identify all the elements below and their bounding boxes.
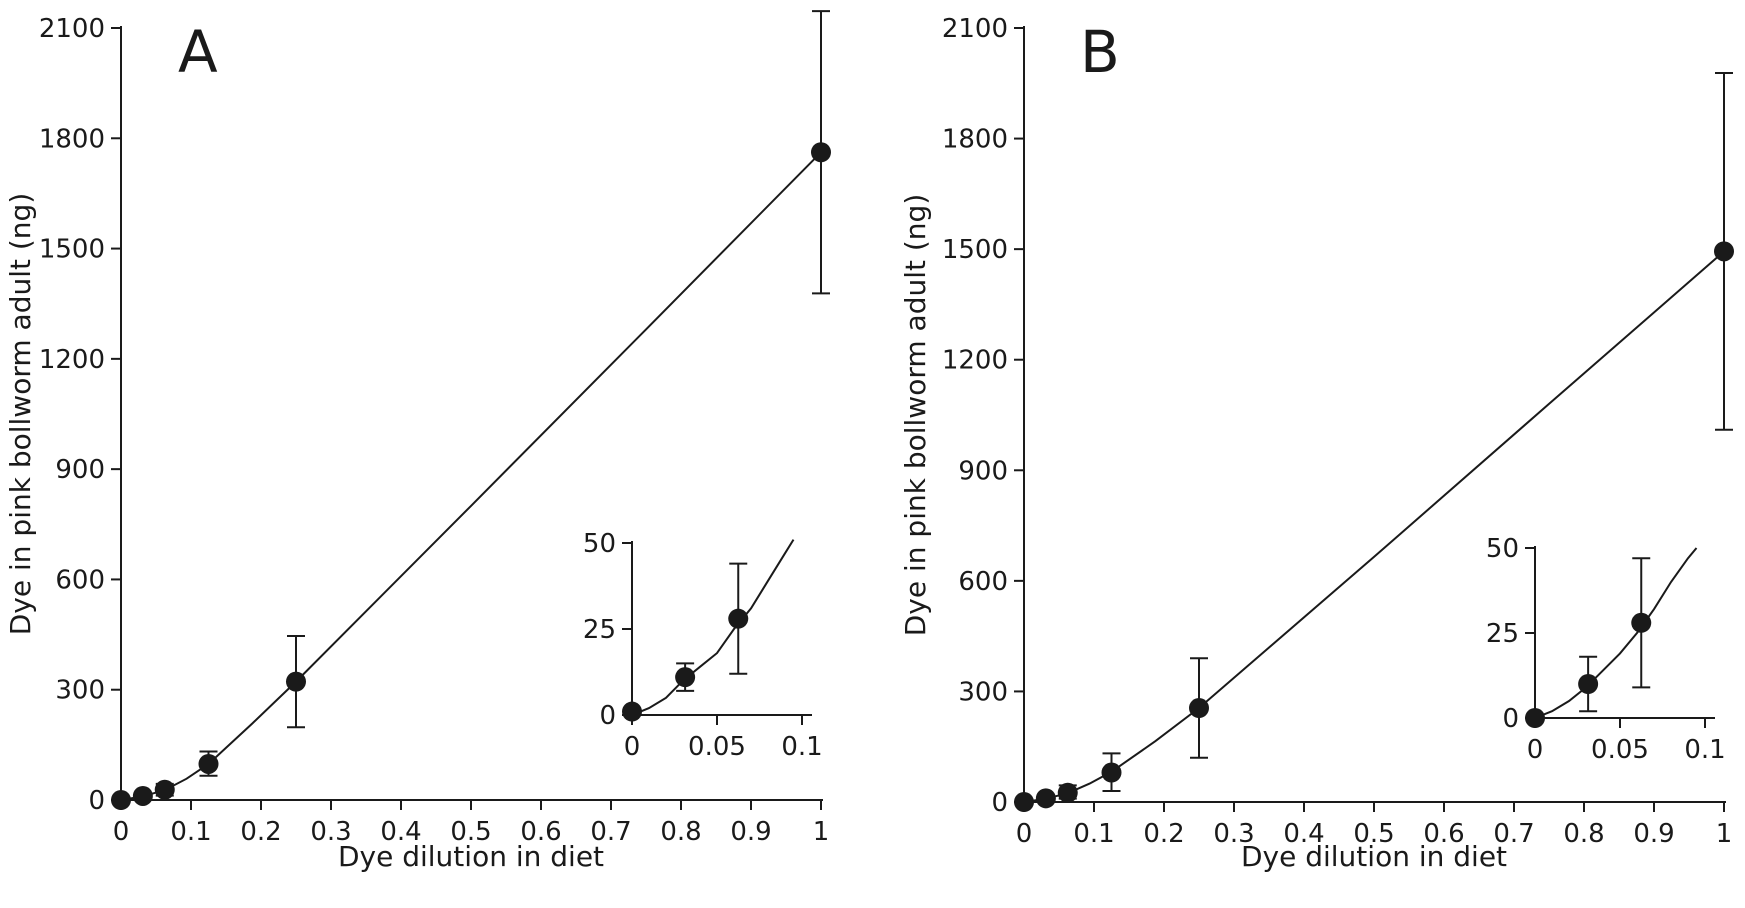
panel-label: A — [178, 18, 218, 86]
main-data-point — [1035, 788, 1056, 809]
main-x-tick-label: 0 — [113, 817, 130, 847]
main-x-tick-label: 0.1 — [170, 817, 211, 847]
inset-data-point — [675, 667, 696, 688]
main-y-tick-label: 1200 — [39, 345, 105, 375]
main-y-tick-label: 1500 — [39, 235, 105, 265]
main-data-point — [1714, 241, 1734, 262]
main-x-tick-label: 0.6 — [1423, 819, 1464, 849]
main-y-tick-label: 2100 — [942, 14, 1008, 44]
x-axis-title: Dye dilution in diet — [1241, 840, 1507, 873]
main-fit-line — [1023, 250, 1725, 803]
inset-y-tick-label: 50 — [1486, 534, 1519, 564]
inset-x-tick-label: 0 — [1527, 735, 1544, 765]
main-data-point — [1057, 782, 1078, 803]
inset-data-point — [622, 701, 642, 722]
main-x-tick-label: 0.5 — [1353, 819, 1394, 849]
main-x-tick-label: 0.2 — [240, 817, 281, 847]
main-y-tick-label: 0 — [88, 786, 105, 816]
inset-x-tick-label: 0.05 — [688, 732, 746, 762]
main-x-tick-label: 0.7 — [1493, 819, 1534, 849]
inset-x-tick-label: 0.1 — [1684, 735, 1725, 765]
inset-fit-line — [1534, 547, 1698, 719]
chart-panel-b: 0 0.1 0.2 0.3 0.4 0.5 0.6 0.7 0.8 0.9 1 0 300 600 900 1… — [899, 14, 1734, 873]
main-x-tick-label: 0.3 — [310, 817, 351, 847]
main-data-point — [1101, 762, 1122, 783]
inset-chart: 0 0.05 0.1 0 25 50 — [1486, 534, 1726, 765]
main-data-point — [111, 790, 131, 810]
inset-x-tick-label: 0.1 — [781, 732, 822, 762]
inset-y-tick-label: 0 — [1502, 704, 1519, 734]
main-x-tick-label: 0.5 — [450, 817, 491, 847]
main-x-tick-label: 0.8 — [1563, 819, 1604, 849]
chart-panel-a: 0 0.1 0.2 0.3 0.4 0.5 0.6 0.7 0.8 0.9 1 0 300 600 900 1… — [4, 10, 831, 873]
inset-fit-line — [631, 539, 795, 716]
main-y-tick-label: 1500 — [942, 235, 1008, 265]
inset-data-point — [728, 608, 749, 629]
panel-label: B — [1080, 18, 1120, 86]
inset-y-tick-label: 50 — [583, 529, 616, 559]
main-x-tick-label: 0.1 — [1073, 819, 1114, 849]
main-x-tick-label: 0.9 — [1633, 819, 1674, 849]
main-y-tick-label: 900 — [55, 455, 105, 485]
main-x-tick-label: 0.3 — [1213, 819, 1254, 849]
main-data-point — [154, 779, 175, 800]
inset-y-tick-label: 25 — [583, 615, 616, 645]
main-x-tick-label: 0.9 — [730, 817, 771, 847]
inset-data-point — [1578, 674, 1599, 694]
main-data-point — [132, 785, 153, 806]
main-y-tick-label: 600 — [55, 565, 105, 595]
main-x-tick-label: 0.8 — [660, 817, 701, 847]
main-y-tick-label: 1800 — [39, 124, 105, 154]
x-axis-title: Dye dilution in diet — [338, 840, 604, 873]
main-data-point — [286, 671, 306, 692]
main-data-point — [1189, 698, 1209, 719]
y-axis-title: Dye in pink bollworm adult (ng) — [4, 193, 37, 636]
inset-y-tick-label: 25 — [1486, 619, 1519, 649]
inset-chart: 0 0.05 0.1 0 25 50 — [583, 529, 823, 762]
main-x-tick-label: 0.7 — [590, 817, 631, 847]
main-fit-line — [120, 151, 822, 801]
main-x-tick-label: 0.4 — [1283, 819, 1324, 849]
main-y-tick-label: 2100 — [39, 14, 105, 44]
main-y-tick-label: 300 — [958, 677, 1008, 707]
inset-x-tick-label: 0 — [624, 732, 641, 762]
main-data-point — [198, 753, 219, 774]
main-x-tick-label: 1 — [1716, 819, 1733, 849]
main-x-tick-label: 0 — [1016, 819, 1033, 849]
main-y-tick-label: 0 — [991, 788, 1008, 818]
main-y-tick-label: 1200 — [942, 346, 1008, 376]
main-x-tick-label: 0.6 — [520, 817, 561, 847]
main-y-tick-label: 900 — [958, 456, 1008, 486]
main-x-tick-label: 1 — [813, 817, 830, 847]
y-axis-title: Dye in pink bollworm adult (ng) — [899, 194, 932, 637]
main-data-point — [811, 142, 831, 163]
inset-x-tick-label: 0.05 — [1591, 735, 1649, 765]
main-y-tick-label: 300 — [55, 676, 105, 706]
inset-data-point — [1525, 708, 1545, 728]
main-y-tick-label: 1800 — [942, 125, 1008, 155]
inset-y-tick-label: 0 — [599, 701, 616, 731]
main-y-tick-label: 600 — [958, 567, 1008, 597]
main-x-tick-label: 0.4 — [380, 817, 421, 847]
main-data-point — [1014, 792, 1034, 812]
inset-data-point — [1631, 612, 1652, 633]
main-x-tick-label: 0.2 — [1143, 819, 1184, 849]
